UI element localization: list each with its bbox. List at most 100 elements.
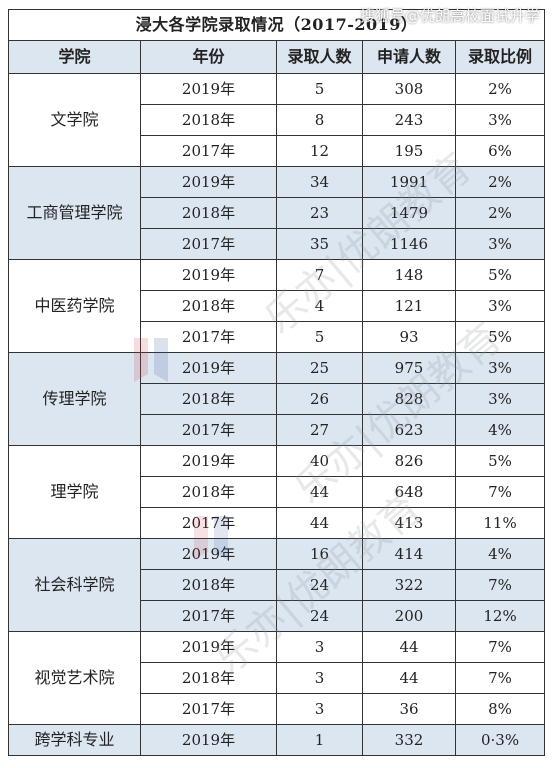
ratio-cell: 7% <box>454 631 546 663</box>
applied-cell: 332 <box>362 724 456 756</box>
admitted-cell: 44 <box>276 507 363 539</box>
ratio-cell: 2% <box>454 73 546 105</box>
year-cell: 2017年 <box>140 600 277 632</box>
ratio-cell: 6% <box>454 135 546 167</box>
admitted-cell: 24 <box>276 569 363 601</box>
applied-cell: 243 <box>362 104 456 136</box>
ratio-cell: 5% <box>454 321 546 353</box>
year-cell: 2018年 <box>140 104 277 136</box>
admitted-cell: 3 <box>276 693 363 725</box>
applied-cell: 1991 <box>362 166 456 198</box>
year-cell: 2019年 <box>140 631 277 663</box>
table-row: 2017年 3 36 8% <box>9 693 546 725</box>
admitted-cell: 3 <box>276 631 363 663</box>
admitted-cell: 5 <box>276 321 363 353</box>
table-row: 传理学院 2019年 25 975 3% <box>8 352 546 446</box>
admitted-cell: 1 <box>276 724 363 756</box>
applied-cell: 413 <box>362 507 456 539</box>
college-cell: 文学院 <box>8 73 141 167</box>
table-row: 2017年 24 200 12% <box>9 600 546 632</box>
applied-cell: 1146 <box>362 228 456 260</box>
year-cell: 2019年 <box>140 724 277 756</box>
ratio-cell: 7% <box>454 662 546 694</box>
year-cell: 2019年 <box>140 73 277 105</box>
table-row: 工商管理学院 2019年 34 1991 2% <box>8 166 546 260</box>
applied-cell: 322 <box>362 569 456 601</box>
year-cell: 2019年 <box>140 166 277 198</box>
header-applied: 申请人数 <box>362 40 456 74</box>
ratio-cell: 3% <box>454 228 546 260</box>
year-cell: 2018年 <box>140 383 277 415</box>
applied-cell: 828 <box>362 383 456 415</box>
ratio-cell: 8% <box>454 693 546 725</box>
year-cell: 2019年 <box>140 445 277 477</box>
admitted-cell: 4 <box>276 290 363 322</box>
admitted-cell: 34 <box>276 166 363 198</box>
applied-cell: 195 <box>362 135 456 167</box>
ratio-cell: 3% <box>454 104 546 136</box>
applied-cell: 44 <box>362 662 456 694</box>
year-cell: 2019年 <box>140 538 277 570</box>
ratio-cell: 12% <box>454 600 546 632</box>
college-cell: 工商管理学院 <box>8 166 141 260</box>
admission-table: 浸大各学院录取情况（2017-2019） 学院 年份 录取人数 申请人数 录取比… <box>7 9 546 756</box>
year-cell: 2017年 <box>140 135 277 167</box>
ratio-cell: 2% <box>454 197 546 229</box>
table-row: 2017年 27 623 4% <box>9 414 546 446</box>
college-cell: 中医药学院 <box>8 259 141 353</box>
admitted-cell: 12 <box>276 135 363 167</box>
applied-cell: 121 <box>362 290 456 322</box>
header-admitted: 录取人数 <box>276 40 363 74</box>
ratio-cell: 4% <box>454 538 546 570</box>
table-row: 中医药学院 2019年 7 148 5% <box>8 259 546 353</box>
header-college: 学院 <box>8 40 141 74</box>
table-row: 2018年 8 243 3% <box>9 104 546 136</box>
admitted-cell: 44 <box>276 476 363 508</box>
applied-cell: 93 <box>362 321 456 353</box>
admitted-cell: 16 <box>276 538 363 570</box>
table-row: 社会科学院 2019年 16 414 4% <box>8 538 546 632</box>
admitted-cell: 25 <box>276 352 363 384</box>
admission-table-container: 浸大各学院录取情况（2017-2019） 学院 年份 录取人数 申请人数 录取比… <box>7 9 546 756</box>
header-year: 年份 <box>140 40 277 74</box>
applied-cell: 975 <box>362 352 456 384</box>
applied-cell: 148 <box>362 259 456 291</box>
table-row: 跨学科专业 2019年 1 332 0·3% <box>8 724 546 756</box>
applied-cell: 44 <box>362 631 456 663</box>
admitted-cell: 26 <box>276 383 363 415</box>
year-cell: 2019年 <box>140 259 277 291</box>
ratio-cell: 3% <box>454 383 546 415</box>
ratio-cell: 5% <box>454 259 546 291</box>
ratio-cell: 3% <box>454 290 546 322</box>
year-cell: 2017年 <box>140 414 277 446</box>
table-row: 理学院 2019年 40 826 5% <box>8 445 546 539</box>
ratio-cell: 0·3% <box>454 724 546 756</box>
applied-cell: 308 <box>362 73 456 105</box>
college-cell: 视觉艺术院 <box>8 631 141 725</box>
college-cell: 理学院 <box>8 445 141 539</box>
admitted-cell: 7 <box>276 259 363 291</box>
table-title: 浸大各学院录取情况（2017-2019） <box>7 9 546 41</box>
header-ratio: 录取比例 <box>454 40 546 74</box>
year-cell: 2018年 <box>140 290 277 322</box>
table-row: 2018年 3 44 7% <box>9 662 546 694</box>
ratio-cell: 4% <box>454 414 546 446</box>
ratio-cell: 3% <box>454 352 546 384</box>
applied-cell: 648 <box>362 476 456 508</box>
year-cell: 2019年 <box>140 352 277 384</box>
applied-cell: 36 <box>362 693 456 725</box>
year-cell: 2018年 <box>140 476 277 508</box>
year-cell: 2017年 <box>140 228 277 260</box>
year-cell: 2018年 <box>140 569 277 601</box>
ratio-cell: 7% <box>454 476 546 508</box>
applied-cell: 623 <box>362 414 456 446</box>
ratio-cell: 2% <box>454 166 546 198</box>
table-row: 2018年 4 121 3% <box>9 290 546 322</box>
college-cell: 传理学院 <box>8 352 141 446</box>
year-cell: 2017年 <box>140 507 277 539</box>
table-row: 2017年 35 1146 3% <box>9 228 546 260</box>
table-row: 2018年 23 1479 2% <box>9 197 546 229</box>
table-header-row: 学院 年份 录取人数 申请人数 录取比例 <box>8 40 546 74</box>
college-cell: 跨学科专业 <box>8 724 141 756</box>
year-cell: 2018年 <box>140 197 277 229</box>
